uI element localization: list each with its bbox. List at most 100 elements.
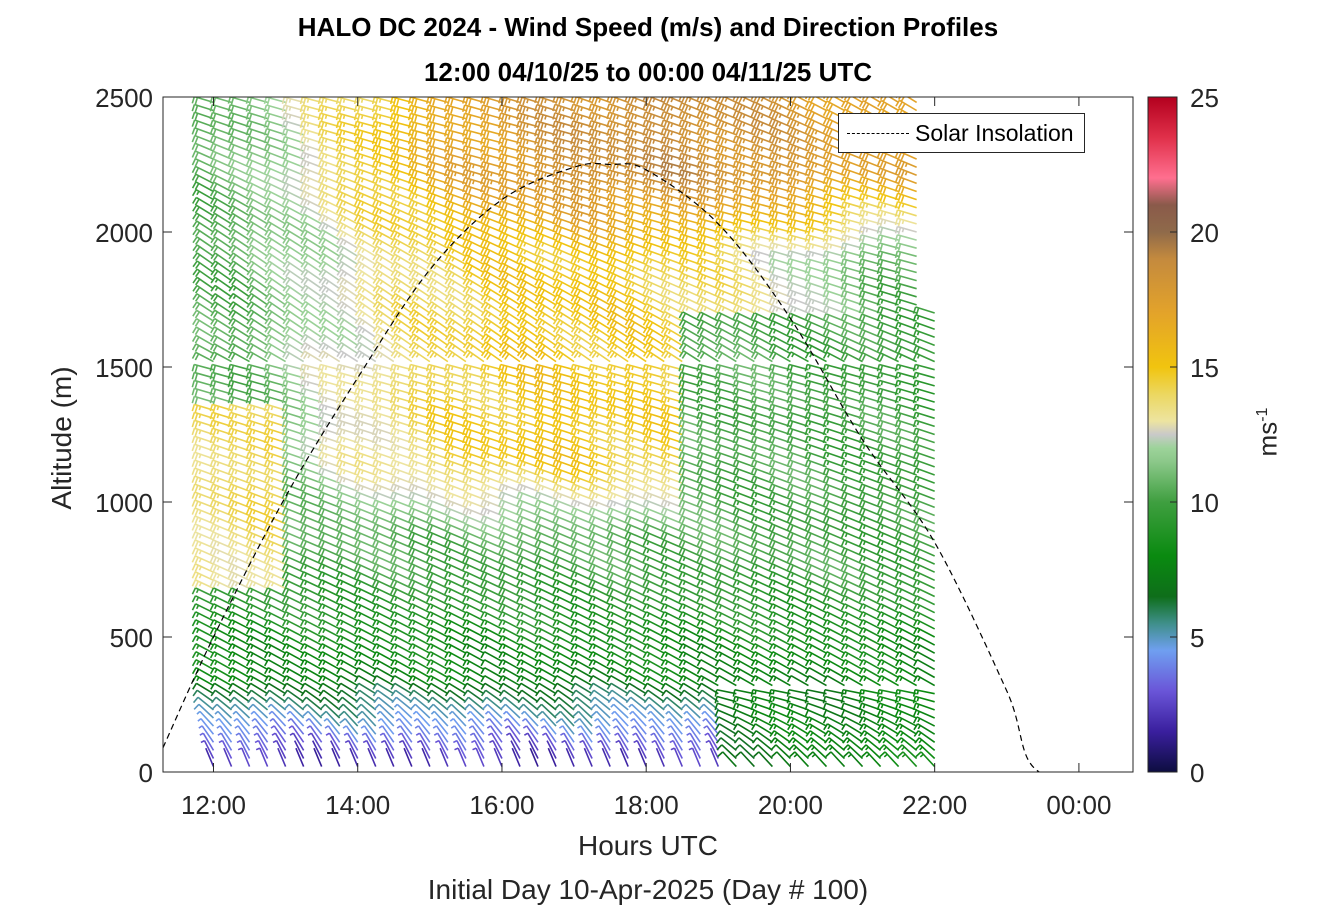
wind-barb-flag	[191, 420, 196, 428]
wind-barb-flag	[218, 739, 223, 744]
wind-barb-flag	[263, 388, 268, 396]
wind-barb-flag	[468, 405, 472, 411]
wind-barb-flag	[508, 99, 511, 104]
wind-barb-flag	[264, 351, 270, 358]
wind-barb	[250, 689, 269, 703]
wind-barb-flag	[245, 396, 250, 404]
wind-barb-flag	[289, 732, 294, 736]
wind-barb-flag	[230, 421, 235, 429]
wind-barb-flag	[267, 703, 272, 708]
wind-barb-flag	[281, 372, 286, 380]
wind-barb	[293, 740, 305, 759]
wind-barb-flag	[230, 199, 236, 206]
wind-barb-flag	[281, 627, 287, 635]
wind-barb	[286, 276, 305, 290]
wind-barb-flag	[234, 462, 238, 467]
wind-barb-flag	[231, 238, 237, 246]
wind-barb-flag	[230, 336, 236, 344]
wind-barb-flag	[235, 732, 240, 736]
wind-barb-flag	[248, 160, 253, 168]
wind-barb-flag	[282, 292, 288, 300]
wind-barb-flag	[196, 710, 201, 715]
wind-barb	[251, 696, 269, 711]
wind-barb	[306, 703, 323, 719]
wind-barb-flag	[227, 112, 232, 120]
wind-barb	[286, 350, 305, 363]
wind-barb-flag	[246, 213, 252, 221]
wind-barb-flag	[194, 328, 200, 336]
wind-barb-flag	[227, 420, 232, 428]
wind-barb-flag	[229, 696, 235, 704]
wind-barb-flag	[194, 397, 199, 405]
wind-barb-flag	[230, 191, 236, 199]
wind-barb-flag	[228, 284, 234, 292]
wind-barb-flag	[248, 336, 254, 343]
wind-barb-flag	[227, 611, 233, 619]
wind-barb-flag	[209, 627, 215, 635]
wind-barb-flag	[191, 404, 196, 412]
wind-barb-flag	[281, 144, 286, 152]
wind-barb-flag	[191, 515, 196, 523]
wind-barb-flag	[342, 381, 346, 387]
wind-barb-flag	[270, 510, 274, 515]
wind-barb-flag	[232, 644, 236, 650]
wind-barb-flag	[216, 486, 220, 491]
wind-barb-flag	[245, 587, 251, 595]
wind-barb	[304, 682, 323, 695]
wind-barb-flag	[210, 276, 216, 284]
wind-barb-flag	[263, 531, 268, 539]
wind-barb-flag	[227, 467, 232, 476]
wind-barb-flag	[227, 197, 233, 205]
wind-barb-flag	[284, 365, 289, 373]
chart-title: HALO DC 2024 - Wind Speed (m/s) and Dire…	[297, 12, 999, 42]
wind-barb	[236, 718, 251, 735]
wind-barb-flag	[267, 246, 273, 254]
wind-barb-flag	[306, 106, 310, 111]
wind-barb-flag	[232, 668, 236, 674]
wind-barb-flag	[284, 484, 289, 493]
wind-barb-flag	[505, 381, 508, 387]
wind-barb	[213, 611, 232, 622]
wind-barb-flag	[266, 191, 272, 199]
wind-barb-flag	[324, 106, 328, 111]
wind-barb-flag	[210, 682, 216, 690]
wind-barb-flag	[324, 130, 328, 135]
wind-barb-flag	[268, 628, 272, 634]
wind-barb-flag	[212, 128, 217, 136]
wind-barb-flag	[360, 413, 364, 419]
wind-barb	[249, 659, 268, 671]
wind-barb-flag	[281, 539, 287, 547]
wind-barb-flag	[227, 351, 233, 359]
wind-barb-flag	[209, 396, 214, 404]
wind-barb-flag	[249, 294, 255, 302]
wind-barb-flag	[263, 451, 268, 460]
wind-barb-flag	[245, 372, 250, 380]
wind-barb-flag	[198, 470, 202, 475]
wind-barb-flag	[216, 582, 220, 587]
wind-barb-flag	[248, 199, 254, 207]
wind-barb-flag	[230, 500, 235, 509]
wind-barb-flag	[285, 262, 291, 270]
wind-barb-flag	[266, 572, 272, 580]
wind-barb-flag	[210, 236, 216, 244]
wind-barb-flag	[212, 476, 217, 485]
wind-barb-flag	[264, 260, 270, 268]
wind-barb-flag	[342, 138, 346, 144]
wind-barb-flag	[209, 158, 215, 166]
wind-barb-flag	[230, 524, 235, 533]
wind-barb-flag	[230, 183, 236, 191]
wind-barb-flag	[300, 689, 306, 697]
wind-barb-flag	[284, 215, 290, 223]
chart-subtitle: 12:00 04/10/25 to 00:00 04/11/25 UTC	[423, 57, 873, 87]
wind-barb	[267, 571, 286, 582]
wind-barb-flag	[264, 667, 269, 675]
wind-barb-flag	[212, 468, 217, 477]
wind-barb-flag	[286, 676, 290, 682]
wind-barb	[250, 284, 269, 298]
wind-barb-flag	[284, 596, 290, 604]
wind-barb-flag	[230, 230, 237, 238]
wind-barb-flag	[248, 437, 253, 445]
wind-barb-flag	[245, 571, 251, 579]
wind-barb-flag	[268, 676, 272, 682]
wind-barb	[231, 659, 250, 671]
